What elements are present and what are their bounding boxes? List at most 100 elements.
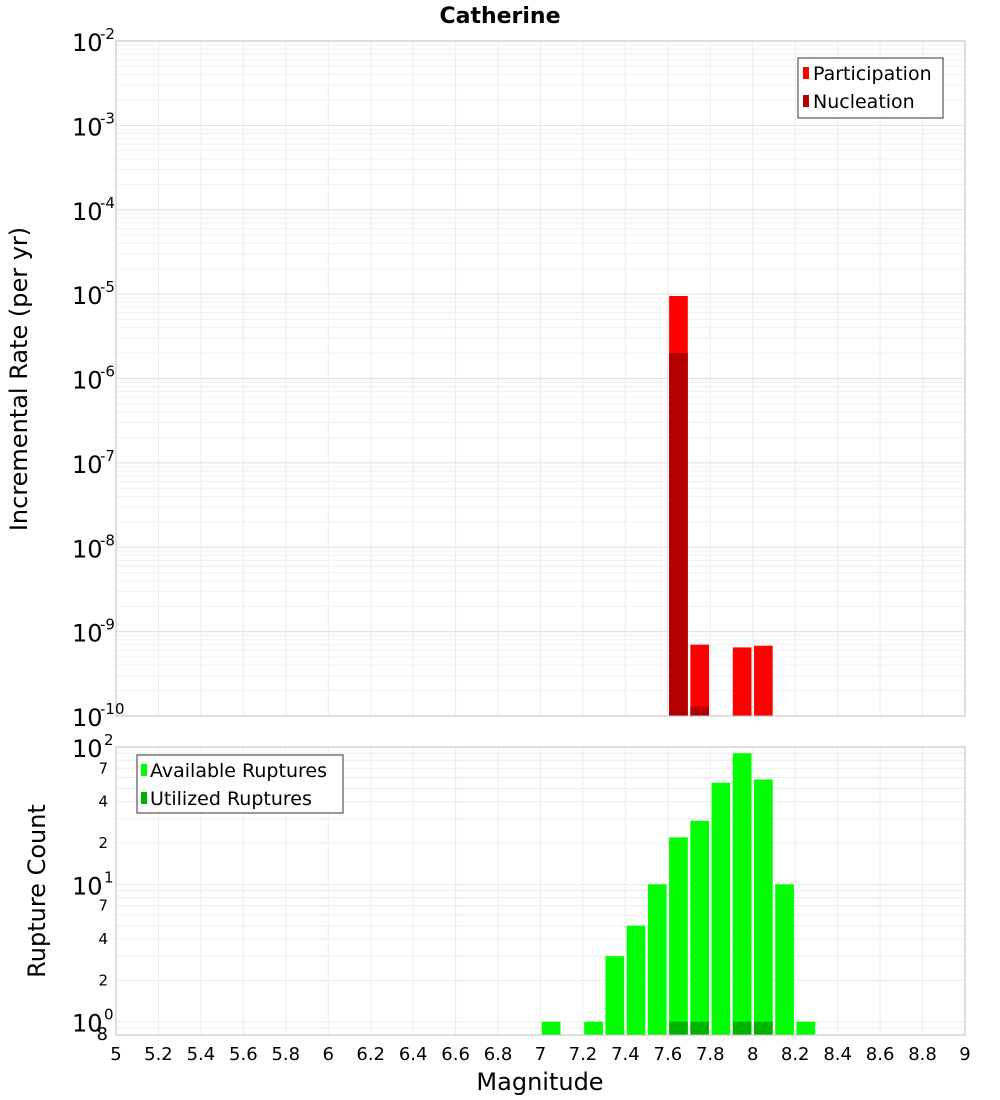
rate-y-tick-base: 10 (72, 451, 103, 479)
count-legend: Available Ruptures Utilized Ruptures (136, 754, 344, 814)
rate-y-tick-exponent: -5 (100, 278, 115, 296)
count-y-axis-label: Rupture Count (23, 804, 51, 978)
rate-y-tick-exponent: -3 (100, 109, 115, 127)
x-tick-label: 5.8 (271, 1044, 300, 1065)
legend-swatch-available (141, 764, 147, 776)
count-y-tick-minor: 4 (98, 793, 108, 811)
x-tick-label: 8.4 (823, 1044, 852, 1065)
count-bar-available-ruptures (669, 837, 688, 1035)
count-bar-available-ruptures (626, 925, 646, 1035)
count-y-tick-minor: 2 (98, 971, 108, 989)
x-tick-label: 9 (959, 1044, 970, 1065)
rate-y-tick-base: 10 (72, 367, 103, 395)
count-bar-available-ruptures (796, 1021, 816, 1035)
rate-y-tick-exponent: -8 (100, 531, 115, 549)
rate-plot-frame (115, 40, 966, 717)
rate-y-tick-exponent: -6 (100, 363, 115, 381)
rate-bar-participation (754, 645, 773, 716)
count-y-tick-minor: 8 (97, 1024, 108, 1045)
count-bar-available-ruptures (775, 884, 794, 1035)
count-y-tick-base: 10 (72, 872, 103, 900)
legend-label-utilized: Utilized Ruptures (150, 788, 312, 810)
x-tick-label: 6.6 (441, 1044, 470, 1065)
legend-label-available: Available Ruptures (150, 760, 327, 782)
count-y-tick-minor: 7 (98, 897, 108, 915)
rate-y-axis-label: Incremental Rate (per yr) (5, 227, 33, 531)
rate-grid (115, 41, 966, 717)
x-axis-label: Magnitude (476, 1068, 603, 1096)
x-tick-label: 5.2 (144, 1044, 173, 1065)
count-bar-utilized-ruptures (732, 1021, 752, 1035)
x-tick-label: 7 (535, 1044, 546, 1065)
x-tick-label: 8 (747, 1044, 758, 1065)
rate-y-tick-exponent: -10 (100, 700, 125, 718)
x-tick-label: 7.4 (611, 1044, 640, 1065)
count-bar-utilized-ruptures (669, 1021, 688, 1035)
x-tick-label: 8.8 (908, 1044, 937, 1065)
rate-bar-nucleation (690, 706, 710, 716)
rate-y-tick-exponent: -7 (100, 447, 115, 465)
x-tick-label: 6.2 (356, 1044, 385, 1065)
x-tick-label: 6.8 (484, 1044, 513, 1065)
x-ticks: 5 5.2 5.4 5.6 5.8 6 6.2 6.4 6.6 6.8 7 7.2 7.4 7.6 7.8 8… (110, 1044, 970, 1065)
count-bar-available-ruptures (647, 884, 667, 1035)
legend-swatch-participation (803, 67, 809, 79)
legend-label-participation: Participation (813, 63, 932, 85)
x-tick-label: 7.8 (696, 1044, 725, 1065)
count-y-tick-minor: 7 (98, 759, 108, 777)
rate-y-tick-base: 10 (72, 535, 103, 563)
rate-bar-participation (732, 647, 752, 716)
x-tick-label: 5 (110, 1044, 121, 1065)
rate-y-tick-base: 10 (72, 282, 103, 310)
count-y-tick-base: 10 (72, 1010, 103, 1038)
count-bar-available-ruptures (605, 956, 625, 1035)
rate-y-tick-exponent: -9 (100, 616, 115, 634)
chart-title: Catherine (439, 4, 560, 29)
x-tick-label: 8.2 (781, 1044, 810, 1065)
rate-bar-participation (690, 644, 710, 716)
rate-y-tick-base: 10 (72, 620, 103, 648)
rate-y-tick-exponent: -2 (100, 25, 115, 43)
count-bar-available-ruptures (541, 1021, 561, 1035)
x-tick-label: 5.4 (187, 1044, 216, 1065)
rate-legend: Participation Nucleation (797, 57, 944, 119)
count-y-tick-exponent: 2 (104, 731, 114, 749)
count-legend-box (136, 754, 344, 814)
count-y-tick-minor: 4 (98, 930, 108, 948)
x-tick-label: 6.4 (399, 1044, 428, 1065)
x-tick-label: 7.2 (569, 1044, 598, 1065)
legend-label-nucleation: Nucleation (813, 91, 915, 113)
count-bar-available-ruptures (711, 782, 731, 1035)
count-bars (541, 753, 816, 1035)
rate-bars (669, 296, 773, 716)
rate-y-tick-base: 10 (72, 29, 103, 57)
count-bar-utilized-ruptures (754, 1021, 773, 1035)
count-bar-available-ruptures (690, 820, 710, 1035)
x-tick-label: 6 (323, 1044, 334, 1065)
count-y-tick-base: 10 (72, 735, 103, 763)
rate-legend-box (797, 57, 944, 119)
legend-swatch-utilized (141, 792, 147, 804)
x-tick-label: 8.6 (866, 1044, 895, 1065)
count-y-tick-minor: 2 (98, 834, 108, 852)
count-y-tick-exponent: 0 (104, 1006, 114, 1024)
rate-y-ticks: 10-210-310-410-510-610-710-810-910-10 (72, 25, 125, 732)
rate-panel: 10-210-310-410-510-610-710-810-910-10 Ca… (5, 4, 966, 732)
count-y-tick-exponent: 1 (104, 868, 114, 886)
count-bar-utilized-ruptures (690, 1021, 710, 1035)
rate-bar-nucleation (669, 353, 688, 716)
legend-swatch-nucleation (803, 95, 809, 107)
rate-y-tick-base: 10 (72, 198, 103, 226)
x-tick-label: 5.6 (229, 1044, 258, 1065)
count-bar-available-ruptures (584, 1021, 603, 1035)
rate-y-tick-base: 10 (72, 113, 103, 141)
rate-y-tick-base: 10 (72, 704, 103, 732)
count-plot-frame (115, 746, 966, 1036)
count-bar-available-ruptures (754, 779, 773, 1035)
count-bar-available-ruptures (732, 753, 752, 1035)
x-tick-label: 7.6 (654, 1044, 683, 1065)
rate-y-tick-exponent: -4 (100, 194, 115, 212)
